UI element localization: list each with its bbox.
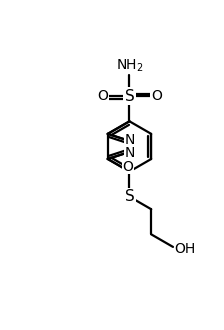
Text: O: O bbox=[97, 89, 108, 103]
Text: O: O bbox=[151, 89, 162, 103]
Text: S: S bbox=[125, 89, 134, 104]
Text: NH$_2$: NH$_2$ bbox=[116, 57, 143, 74]
Text: O: O bbox=[122, 160, 133, 174]
Text: S: S bbox=[125, 189, 134, 204]
Text: OH: OH bbox=[174, 242, 195, 256]
Text: N: N bbox=[125, 146, 135, 160]
Text: N: N bbox=[125, 133, 135, 147]
